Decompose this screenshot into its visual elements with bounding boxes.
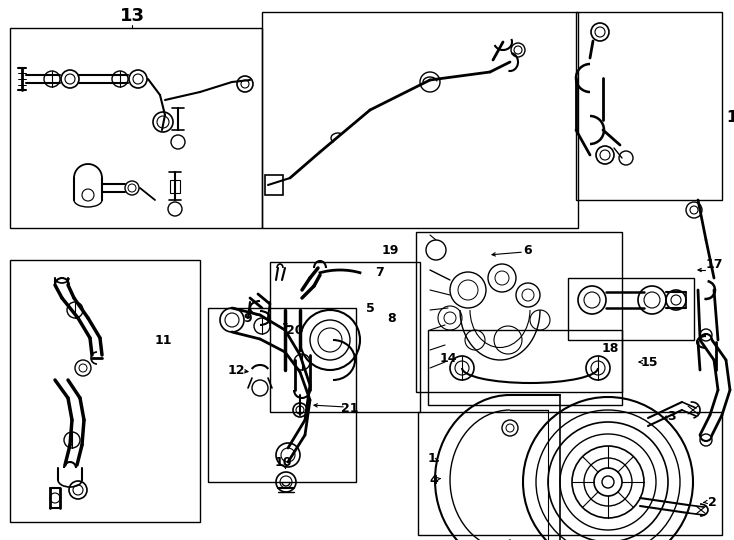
- Text: 9: 9: [244, 312, 252, 325]
- Text: 10: 10: [275, 456, 291, 469]
- Bar: [416, 232, 622, 392]
- Text: 11: 11: [154, 334, 172, 347]
- Text: 1: 1: [428, 451, 437, 464]
- Bar: [265, 175, 283, 195]
- Text: 15: 15: [641, 355, 658, 368]
- Text: 19: 19: [381, 244, 399, 256]
- Text: 6: 6: [523, 244, 532, 256]
- Text: 12: 12: [228, 363, 244, 376]
- Bar: [10, 260, 200, 522]
- Bar: [270, 262, 420, 412]
- Bar: [568, 278, 694, 340]
- Text: 16: 16: [726, 111, 734, 125]
- Bar: [262, 12, 578, 228]
- Text: 21: 21: [341, 402, 359, 415]
- Bar: [418, 412, 722, 535]
- Text: 7: 7: [376, 266, 385, 279]
- Text: 18: 18: [601, 341, 619, 354]
- Bar: [428, 330, 622, 405]
- Text: 4: 4: [429, 474, 438, 487]
- Text: 20: 20: [286, 323, 304, 336]
- Text: 3: 3: [666, 409, 675, 422]
- Text: 17: 17: [706, 259, 724, 272]
- Text: 2: 2: [708, 496, 716, 509]
- Bar: [10, 28, 262, 228]
- Text: 5: 5: [366, 301, 374, 314]
- Bar: [576, 12, 722, 200]
- Text: 13: 13: [120, 7, 145, 25]
- Bar: [208, 308, 356, 482]
- Bar: [170, 180, 180, 193]
- Text: 8: 8: [388, 312, 396, 325]
- Text: 14: 14: [439, 352, 457, 365]
